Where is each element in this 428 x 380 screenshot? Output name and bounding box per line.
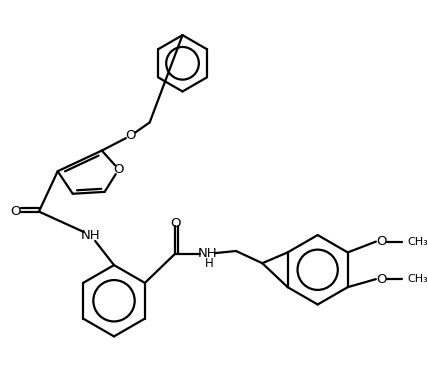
- Text: NH: NH: [198, 247, 218, 260]
- Text: O: O: [126, 129, 136, 142]
- Text: H: H: [205, 257, 213, 270]
- Text: NH: NH: [81, 228, 100, 242]
- Text: O: O: [10, 205, 21, 218]
- Text: CH₃: CH₃: [408, 237, 428, 247]
- Text: CH₃: CH₃: [408, 274, 428, 284]
- Text: O: O: [113, 163, 124, 176]
- Text: O: O: [170, 217, 180, 230]
- Text: O: O: [376, 273, 387, 286]
- Text: O: O: [376, 235, 387, 248]
